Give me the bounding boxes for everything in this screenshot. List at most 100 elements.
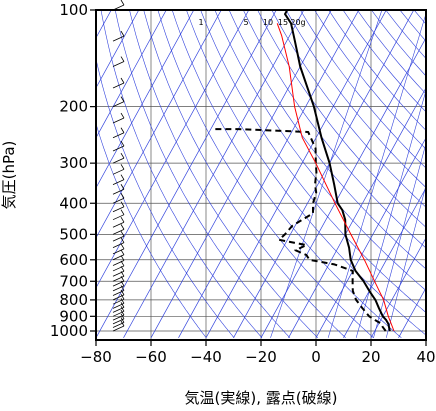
y-tick-label: 500: [59, 225, 88, 243]
y-tick-label: 100: [59, 1, 88, 19]
isotherm-line: [96, 10, 222, 239]
dry-adiabat-line: [143, 10, 346, 339]
mixing-ratio-label: 10: [263, 18, 273, 27]
dry-adiabat-line: [214, 10, 426, 291]
wind-barb-flag: [120, 309, 125, 316]
wind-barb: [112, 235, 125, 242]
wind-barb: [112, 290, 125, 296]
wind-barb: [112, 206, 125, 213]
x-tick-label: 40: [416, 348, 435, 366]
wind-barb: [112, 35, 125, 42]
wind-barb: [112, 322, 125, 328]
wind-barb-flag: [120, 112, 125, 119]
dewpoint-line: [213, 128, 387, 332]
wind-barb: [112, 307, 125, 313]
dry-adiabat-line: [114, 10, 291, 339]
isotherm-line: [96, 10, 167, 139]
wind-barb-flag: [120, 293, 125, 300]
skewed-reference-lines: [96, 10, 436, 339]
wind-barb: [112, 214, 125, 221]
wind-barb: [112, 294, 125, 301]
dry-adiabat-line: [271, 10, 426, 208]
dry-adiabat-line: [96, 57, 235, 338]
wind-barb-flag: [120, 152, 125, 159]
wind-barb-flag: [120, 224, 125, 230]
dry-adiabat-line: [129, 10, 319, 339]
wind-barb: [112, 260, 125, 266]
mixing-ratio-line: [327, 12, 426, 338]
wind-barb: [112, 61, 125, 67]
wind-barb: [112, 275, 125, 282]
y-tick-label: 800: [59, 291, 88, 309]
wind-barb-flag: [120, 164, 125, 170]
wind-barb: [112, 179, 125, 186]
wind-barb: [112, 248, 125, 255]
y-tick-label: 900: [59, 307, 88, 325]
wind-barb: [112, 310, 125, 317]
mixing-ratio-line: [270, 10, 383, 338]
wind-barb: [112, 145, 125, 152]
isotherm-line: [96, 10, 277, 338]
wind-barb-flag: [120, 30, 125, 37]
x-tick-label: −20: [245, 348, 277, 366]
wind-barb-flag: [120, 174, 125, 180]
dry-adiabat-line: [314, 10, 426, 150]
isotherm-line: [205, 10, 387, 338]
isotherm-line: [288, 87, 426, 338]
mixing-ratio-line: [355, 89, 426, 338]
isotherm-line: [96, 10, 250, 289]
x-tick-label: 20: [361, 348, 380, 366]
y-tick-label: 300: [59, 154, 88, 172]
wind-barb-flag: [120, 280, 125, 287]
wind-barb-flag: [120, 127, 125, 133]
x-tick-label: 0: [311, 348, 321, 366]
dry-adiabat-line: [157, 10, 374, 339]
wind-barb: [112, 82, 125, 89]
wind-barb-flag: [120, 56, 125, 62]
wind-barb-flag: [120, 184, 125, 190]
wind-barb: [112, 157, 125, 164]
wind-barb: [112, 265, 125, 272]
dry-adiabat-line: [257, 10, 426, 228]
wind-barb: [112, 254, 125, 261]
wind-barb: [112, 242, 125, 249]
wind-barb-flag: [120, 306, 125, 312]
wind-barb-flag: [120, 289, 125, 296]
wind-barb-flag: [120, 313, 125, 320]
wind-barb-flag: [120, 96, 125, 102]
wind-barb-flag: [120, 217, 125, 223]
isotherm-line: [178, 10, 360, 338]
dry-adiabat-line: [243, 10, 426, 249]
wind-barb-flag: [120, 302, 125, 308]
y-tick-label: 700: [59, 272, 88, 290]
temperature-line: [284, 10, 391, 332]
isotherm-line: [96, 10, 140, 89]
y-tick-label: 400: [59, 194, 88, 212]
wind-barb: [112, 302, 125, 309]
x-axis: −80 −60 −40 −20 0 20 40: [80, 340, 436, 366]
wind-barb: [112, 101, 125, 107]
isotherm-line: [123, 10, 305, 338]
isotherm-line: [370, 237, 426, 338]
dry-adiabat-line: [228, 10, 426, 270]
wind-barb-flag: [120, 140, 125, 147]
wind-barb: [112, 229, 125, 235]
wind-barb: [112, 132, 125, 139]
mixing-ratio-label: 5: [243, 18, 248, 27]
wind-barb: [112, 285, 125, 292]
wind-barb: [112, 280, 125, 287]
wind-barb-flag: [120, 193, 125, 199]
wind-barb: [112, 197, 125, 204]
dry-adiabat-line: [428, 10, 436, 338]
sounding-profiles: [213, 10, 395, 332]
dry-adiabat-line: [100, 10, 263, 339]
isotherm-line: [315, 137, 426, 338]
mixing-ratio-line: [385, 184, 426, 338]
wind-barb: [112, 314, 125, 321]
mixing-ratio-labels: 1 5 10 15 20g: [198, 18, 305, 27]
dry-adiabat-line: [328, 10, 426, 131]
wind-barb-flag: [120, 237, 125, 243]
dry-adiabat-line: [285, 10, 426, 188]
wind-barb: [112, 117, 125, 124]
